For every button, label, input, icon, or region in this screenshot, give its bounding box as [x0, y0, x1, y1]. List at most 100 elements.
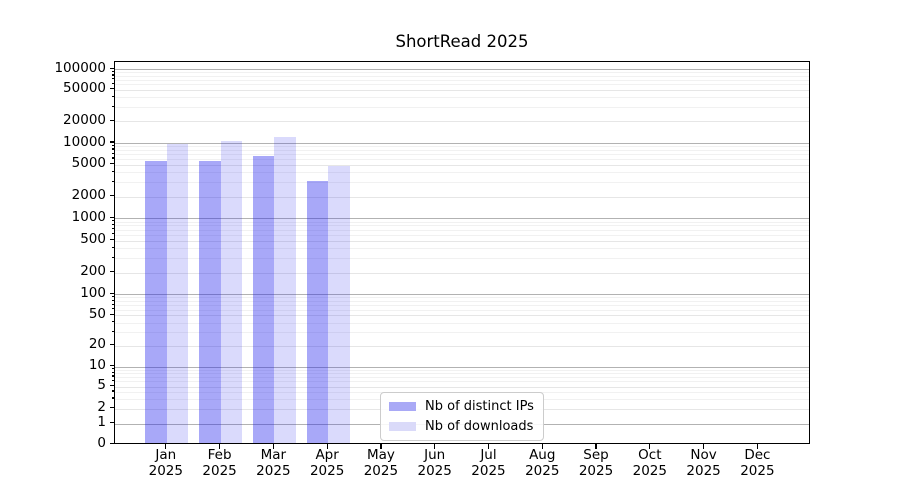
x-tick-label: Jul 2025 [471, 447, 506, 479]
y-tick-label: 1 [97, 414, 106, 431]
x-tick-mark [434, 444, 436, 449]
x-tick-label: Dec 2025 [740, 447, 775, 479]
gridline [115, 258, 809, 260]
legend-swatch-distinct-ips-icon [389, 401, 416, 412]
y-tick-mark [109, 407, 114, 409]
y-minor-tick-mark [111, 299, 114, 301]
gridline [115, 381, 809, 383]
gridline [115, 121, 809, 123]
gridline [115, 322, 809, 324]
y-tick-mark [109, 141, 114, 143]
x-tick-mark [165, 444, 167, 449]
y-minor-tick-mark [111, 233, 114, 235]
x-tick-mark [541, 444, 543, 449]
gridline [115, 366, 809, 368]
y-minor-tick-mark [111, 78, 114, 80]
y-tick-label: 100 [80, 284, 106, 301]
y-tick-mark [109, 422, 114, 424]
y-minor-tick-mark [111, 256, 114, 259]
x-tick-mark [380, 444, 382, 449]
gridline [115, 221, 809, 223]
x-tick-label: Feb 2025 [202, 447, 237, 479]
y-minor-tick-mark [111, 295, 114, 298]
y-minor-tick-mark [111, 82, 114, 84]
gridline [115, 146, 809, 148]
y-minor-tick-mark [111, 246, 114, 249]
gridline [115, 196, 809, 198]
x-tick-mark [487, 444, 490, 449]
y-minor-tick-mark [111, 303, 114, 305]
gridline [115, 218, 809, 220]
y-minor-tick-mark [111, 223, 114, 226]
gridline [115, 149, 809, 151]
y-minor-tick-mark [111, 228, 114, 230]
y-minor-tick-mark [111, 70, 114, 73]
x-tick-mark [703, 444, 705, 449]
gridline [115, 297, 809, 299]
y-minor-tick-mark [111, 157, 114, 159]
y-tick-label: 50 [88, 305, 106, 322]
gridline [115, 107, 809, 109]
x-tick-label: Oct 2025 [632, 447, 667, 479]
y-tick-label: 0 [97, 435, 106, 451]
gridline [115, 315, 809, 317]
x-tick-mark [756, 444, 758, 449]
gridline [115, 294, 809, 296]
y-tick-label: 20000 [63, 111, 106, 128]
legend-label-distinct-ips: Nb of distinct IPs [425, 399, 534, 414]
x-tick-label: Jan 2025 [148, 447, 183, 479]
bar-downloads [274, 137, 296, 443]
x-tick-mark [326, 444, 328, 449]
bar-downloads [328, 166, 350, 443]
y-minor-tick-mark [111, 308, 114, 310]
y-minor-tick-mark [111, 74, 114, 76]
gridline [115, 229, 809, 231]
y-minor-tick-mark [111, 144, 114, 146]
y-tick-mark [109, 119, 114, 121]
y-tick-label: 10 [88, 357, 106, 374]
y-tick-label: 2 [97, 399, 106, 416]
bar-downloads [166, 144, 189, 443]
gridline [115, 272, 809, 274]
y-minor-tick-mark [111, 368, 114, 370]
chart-title: ShortRead 2025 [395, 32, 529, 51]
x-tick-mark [595, 444, 597, 449]
gridline [115, 369, 809, 371]
y-tick-label: 5 [97, 377, 106, 393]
gridline [115, 373, 809, 375]
y-tick-mark [109, 271, 114, 273]
y-tick-mark [109, 238, 114, 241]
y-tick-label: 500 [80, 231, 106, 247]
y-tick-label: 1000 [71, 208, 106, 225]
gridline [115, 75, 809, 77]
bar-distinct-ips [199, 160, 221, 443]
y-minor-tick-mark [111, 220, 114, 222]
gridline [115, 154, 809, 156]
y-minor-tick-mark [111, 95, 114, 97]
y-tick-mark [109, 384, 114, 387]
x-tick-label: May 2025 [363, 447, 399, 479]
legend-item-distinct-ips: Nb of distinct IPs [389, 398, 535, 415]
y-minor-tick-mark [111, 371, 114, 373]
y-tick-label: 10000 [63, 133, 106, 150]
gridline [115, 72, 809, 74]
y-minor-tick-mark [111, 390, 114, 392]
y-minor-tick-mark [111, 375, 114, 377]
bar-distinct-ips [145, 161, 167, 443]
y-tick-label: 5000 [71, 155, 106, 171]
y-tick-label: 20 [88, 336, 106, 352]
y-tick-mark [109, 292, 114, 294]
gridline [115, 69, 809, 71]
x-tick-label: Sep 2025 [578, 447, 614, 479]
gridline [115, 309, 809, 311]
gridline [115, 240, 809, 242]
legend-item-downloads: Nb of downloads [389, 418, 535, 435]
x-tick-mark [218, 444, 221, 449]
gridline [115, 332, 809, 334]
y-tick-mark [109, 162, 114, 165]
bar-distinct-ips [306, 181, 329, 443]
gridline [115, 172, 809, 174]
gridline [115, 301, 809, 303]
gridline [115, 97, 809, 99]
